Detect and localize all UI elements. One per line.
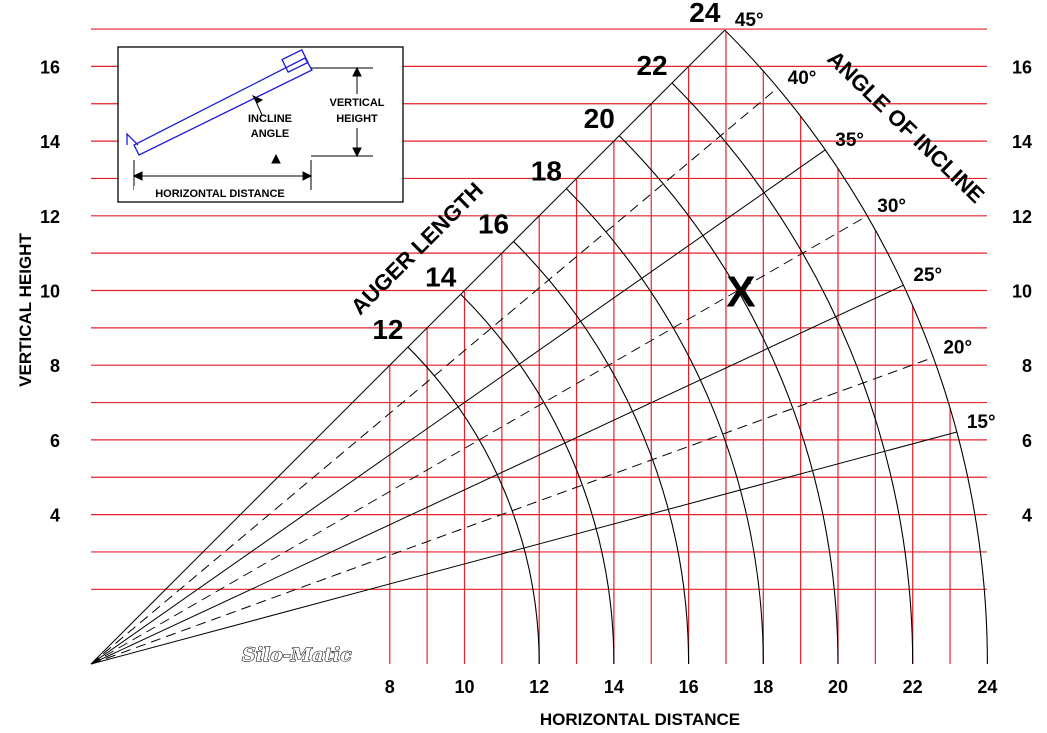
- auger-length-label-18: 18: [531, 156, 562, 187]
- angle-label-40: 40°: [788, 68, 817, 89]
- inset-horizontal-label: HORIZONTAL DISTANCE: [155, 188, 285, 200]
- y-tick-label-left: 10: [40, 282, 60, 302]
- y-tick-label-left: 14: [40, 132, 60, 152]
- auger-length-arc-18: [565, 188, 764, 665]
- x-tick-label: 8: [385, 677, 395, 697]
- chart-labels: 8 10 12 14 16 18 20 22 24 4 4 6 6 8 8 10 10 12 12 14 14 16 16 1…: [40, 0, 1032, 697]
- y-tick-label-left: 4: [50, 506, 60, 526]
- x-tick-label: 20: [828, 677, 848, 697]
- x-tick-label: 22: [903, 677, 923, 697]
- x-tick-label: 12: [529, 677, 549, 697]
- x-tick-label: 10: [454, 677, 474, 697]
- example-mark: X: [726, 268, 755, 317]
- y-tick-label-left: 6: [50, 431, 60, 451]
- auger-length-label-14: 14: [425, 261, 457, 292]
- auger-length-label-24: 24: [689, 0, 721, 28]
- x-tick-label: 24: [977, 677, 997, 697]
- inset-incline-label-1: INCLINE: [248, 113, 292, 125]
- y-tick-label-right: 10: [1012, 282, 1032, 302]
- auger-length-arc-12: [407, 346, 540, 665]
- auger-length-label-16: 16: [478, 208, 509, 239]
- angle-label-45: 45°: [735, 10, 764, 31]
- y-tick-label-right: 12: [1012, 207, 1032, 227]
- y-tick-label-right: 16: [1012, 57, 1032, 77]
- x-tick-label: 14: [604, 677, 624, 697]
- auger-length-arc-16: [513, 241, 690, 665]
- angle-label-35: 35°: [835, 130, 864, 151]
- auger-length-arc-22: [671, 82, 914, 665]
- y-tick-label-left: 16: [40, 57, 60, 77]
- x-tick-label: 16: [679, 677, 699, 697]
- x-tick-label: 18: [753, 677, 773, 697]
- angle-label-15: 15°: [967, 412, 996, 433]
- x-axis-title: HORIZONTAL DISTANCE: [540, 710, 740, 729]
- y-tick-label-right: 8: [1022, 356, 1032, 376]
- angle-label-20: 20°: [943, 337, 972, 358]
- y-tick-label-left: 12: [40, 207, 60, 227]
- y-tick-label-right: 6: [1022, 431, 1032, 451]
- auger-length-label-12: 12: [372, 314, 403, 345]
- chart-lines: [90, 29, 988, 665]
- y-axis-title: VERTICAL HEIGHT: [16, 233, 35, 387]
- auger-length-arc-20: [618, 135, 839, 665]
- angle-label-30: 30°: [877, 196, 906, 217]
- y-tick-label-left: 8: [50, 356, 60, 376]
- auger-length-label-20: 20: [584, 103, 615, 134]
- auger-length-label-22: 22: [636, 50, 667, 81]
- inset-diagram: INCLINE ANGLE VERTICAL HEIGHT HORIZONTAL…: [117, 46, 404, 203]
- silo-matic-logo: Silo-Matic: [242, 644, 352, 666]
- auger-length-arc-14: [460, 293, 615, 665]
- inset-incline-label-2: ANGLE: [251, 128, 290, 140]
- y-tick-label-right: 4: [1022, 506, 1032, 526]
- auger-length-arc-24: [724, 29, 988, 665]
- angle-label-25: 25°: [913, 265, 942, 286]
- inset-vertical-label-2: HEIGHT: [336, 113, 378, 125]
- y-tick-label-right: 14: [1012, 132, 1032, 152]
- auger-drawing: [126, 49, 313, 156]
- inset-vertical-label-1: VERTICAL: [330, 97, 385, 109]
